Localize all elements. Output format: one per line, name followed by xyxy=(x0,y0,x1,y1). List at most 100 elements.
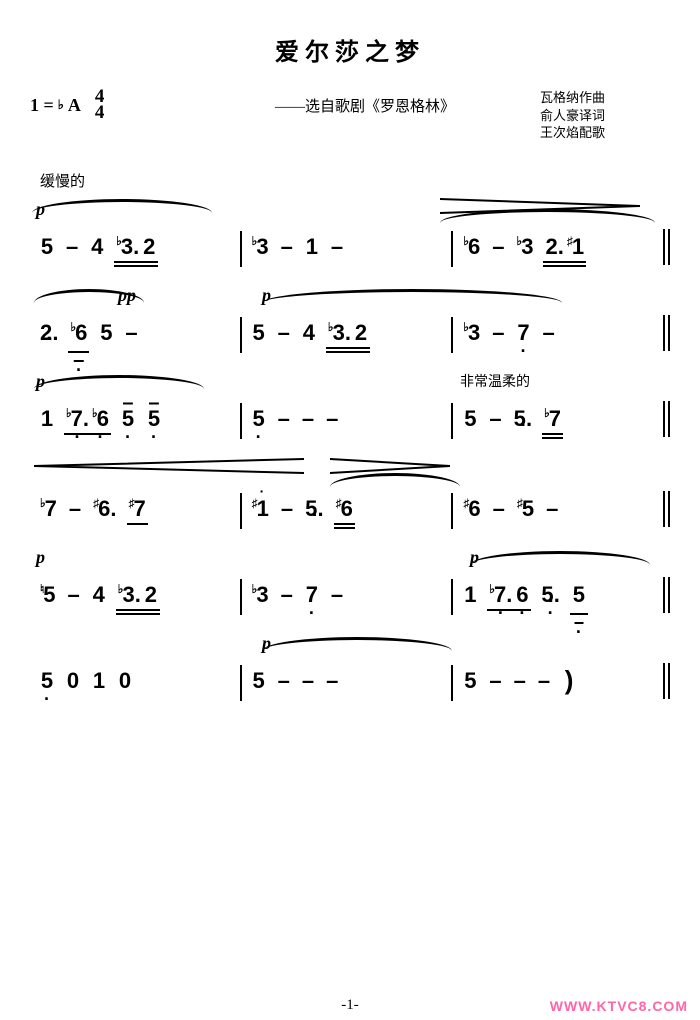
rest-dash: – xyxy=(326,406,338,432)
note: 6 xyxy=(97,406,109,431)
note: 2 xyxy=(144,582,158,608)
double-dot: .. xyxy=(311,496,323,521)
measure: ♯1· – 5.. ♯6 xyxy=(242,496,452,522)
note: 7 xyxy=(494,582,506,607)
note: 5 xyxy=(572,582,586,608)
credits: 瓦格纳作曲 俞人豪译词 王次焰配歌 xyxy=(540,89,670,142)
expression-text: 非常温柔的 xyxy=(460,371,530,391)
header-row: 1 = ♭A 4 4 ——选自歌剧《罗恩格林》 瓦格纳作曲 俞人豪译词 王次焰配… xyxy=(30,89,670,142)
note: 7 xyxy=(305,582,319,608)
staff-line-3: 1 ♭7. ♭6 5 5 5 – – – 5 – 5.. ♭7 xyxy=(30,389,670,449)
rest-dash: – xyxy=(302,668,314,694)
rest-dash: – xyxy=(302,406,314,432)
note: 5 xyxy=(463,406,477,432)
beamed-notes: ♭3. 2 xyxy=(328,320,368,346)
note: 6 xyxy=(515,582,529,608)
hairpin-dim-icon xyxy=(330,457,450,475)
note: 5 xyxy=(252,668,266,694)
key-prefix: 1 = xyxy=(30,95,54,116)
note: 7 xyxy=(134,496,146,521)
note: 4 xyxy=(302,320,316,346)
staff-line-5: ♮5 – 4 ♭3. 2 ♭3 – 7 – 1 ♭7. 6 5.. 5 xyxy=(30,565,670,625)
beamed-notes: ♭7. 6 xyxy=(489,582,529,608)
rest-dash: – xyxy=(489,668,501,694)
measure: ♭3 – 7 – xyxy=(242,582,452,608)
note: 6 xyxy=(75,320,87,345)
rest-dash: – xyxy=(278,668,290,694)
note: 2 xyxy=(354,320,368,346)
measure: 5 – – – xyxy=(242,406,452,432)
note: 4 xyxy=(90,234,104,260)
rest-dash: – xyxy=(281,234,293,260)
double-barline xyxy=(663,577,670,613)
note: 2 xyxy=(545,234,557,259)
measure: 2.. ♭6 5 – xyxy=(30,320,240,346)
note: 5 xyxy=(99,320,113,346)
note: 5 xyxy=(43,582,55,607)
note: 1 xyxy=(305,234,319,260)
double-dot: .. xyxy=(520,406,532,431)
dot: . xyxy=(83,406,89,431)
rest-dash: – xyxy=(514,668,526,694)
measure: 5 – 4 ♭3. 2 xyxy=(242,320,452,346)
note: 5 xyxy=(121,406,135,432)
note: 3 xyxy=(521,234,533,259)
note: 7 xyxy=(45,496,57,521)
beamed-notes: ♭3. 2 xyxy=(118,582,158,608)
key-signature: 1 = ♭A 4 4 xyxy=(30,89,190,121)
note: 6 xyxy=(468,496,480,521)
note: 5 xyxy=(522,496,534,521)
note: 7 xyxy=(549,406,561,431)
note: 1 xyxy=(92,668,106,694)
watermark: WWW.KTVC8.COM xyxy=(550,998,688,1014)
note: 6 xyxy=(98,496,110,521)
note-rest: 0 xyxy=(66,668,80,694)
note: 3 xyxy=(468,320,480,345)
rest-dash: – xyxy=(66,234,78,260)
note: 1 xyxy=(463,582,477,608)
note-rest: 0 xyxy=(118,668,132,694)
credit-arranger: 王次焰配歌 xyxy=(540,124,670,142)
note: 3 xyxy=(333,320,345,345)
rest-dash: – xyxy=(281,582,293,608)
key-flat: ♭ xyxy=(58,97,64,113)
note: 6 xyxy=(468,234,480,259)
beamed-notes: ♭3. 2 xyxy=(116,234,156,260)
dot: . xyxy=(135,582,141,607)
measure: 5 – 4 ♭3. 2 xyxy=(30,234,240,260)
credit-composer: 瓦格纳作曲 xyxy=(540,89,670,107)
dot: . xyxy=(110,496,116,521)
measure: ♮5 – 4 ♭3. 2 xyxy=(30,582,240,608)
rest-dash: – xyxy=(538,668,550,694)
note: 5 xyxy=(252,320,266,346)
dot: . xyxy=(506,582,512,607)
page-number: -1- xyxy=(341,997,359,1014)
note: 6 xyxy=(341,496,353,521)
measure: ♭6 – ♭3 2. ♯1 xyxy=(453,234,663,260)
staff-line-6: 5 0 1 0 5 – – – 5 – – – ) xyxy=(30,651,670,711)
note: 5 xyxy=(463,668,477,694)
tempo-marking: 缓慢的 xyxy=(40,170,670,191)
note: 5 xyxy=(40,234,54,260)
note: 5 xyxy=(252,406,266,432)
rest-dash: – xyxy=(492,320,504,346)
note: 4 xyxy=(92,582,106,608)
paren-close: ) xyxy=(562,665,576,696)
note-high: 1· xyxy=(257,496,269,521)
measure: 5 0 1 0 xyxy=(30,668,240,694)
measure: ♭3 – 1 – xyxy=(242,234,452,260)
double-barline xyxy=(663,491,670,527)
rest-dash: – xyxy=(68,582,80,608)
double-barline xyxy=(663,663,670,699)
measure: 1 ♭7. 6 5.. 5 xyxy=(453,582,663,608)
page-title: 爱尔莎之梦 xyxy=(30,32,670,67)
double-barline xyxy=(663,315,670,351)
note: 3 xyxy=(122,582,134,607)
rest-dash: – xyxy=(125,320,137,346)
beamed-notes: ♭7. ♭6 xyxy=(66,406,109,432)
rest-dash: – xyxy=(326,668,338,694)
double-dot: .. xyxy=(548,582,560,607)
dot: . xyxy=(345,320,351,345)
rest-dash: – xyxy=(69,496,81,522)
note: 3 xyxy=(121,234,133,259)
